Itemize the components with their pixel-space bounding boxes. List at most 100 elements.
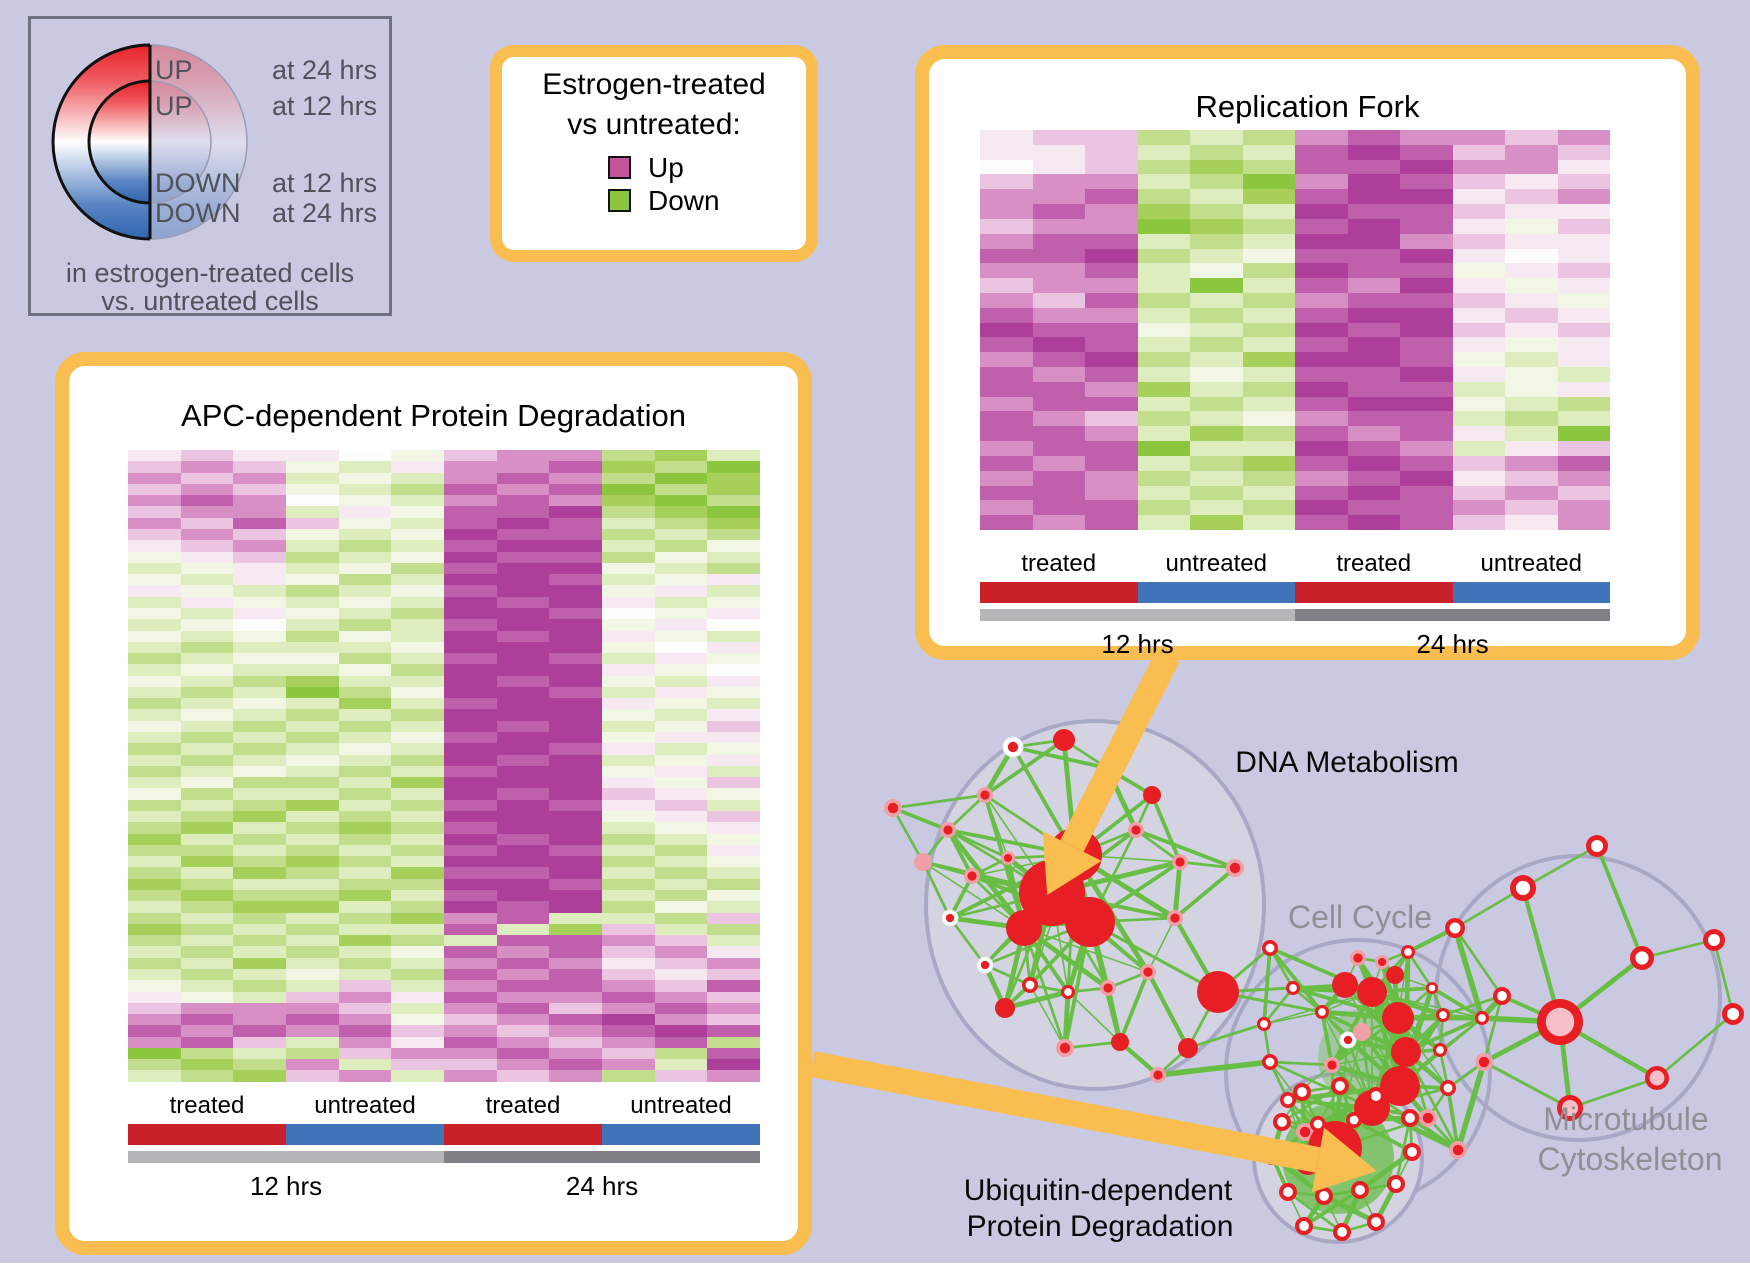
heatmap-cell (496, 517, 550, 529)
legend-up-24-dir: UP (155, 55, 193, 85)
network-node-dn (1497, 991, 1507, 1001)
heatmap-cell (654, 765, 708, 778)
heatmap-cell (391, 607, 445, 620)
heatmap-cell (1452, 381, 1505, 397)
heatmap-cell (338, 495, 392, 507)
heatmap-cell (1505, 144, 1558, 160)
network-edge (922, 861, 1025, 929)
heatmap-cell (1242, 248, 1295, 264)
heatmap-cell (1190, 248, 1243, 264)
heatmap-cell (1032, 500, 1085, 516)
heatmap-cell (1137, 470, 1190, 486)
heatmap-cell (338, 844, 392, 857)
heatmap-cell (391, 596, 445, 608)
heatmap-cell (233, 450, 287, 462)
heatmap-cell (391, 799, 445, 811)
heatmap-cell (233, 889, 287, 902)
heatmap-cell (1032, 204, 1085, 219)
heatmap-cell (980, 455, 1033, 471)
heatmap-cell (1400, 248, 1453, 264)
heatmap-cell (496, 923, 550, 936)
heatmap-cell (654, 495, 708, 507)
heatmap-cell (549, 664, 603, 676)
network-edge (1134, 828, 1237, 870)
heatmap-cell (338, 630, 392, 642)
heatmap-cell (1032, 396, 1085, 412)
network-node-dw (980, 960, 990, 970)
heatmap-cell (1085, 307, 1138, 323)
heatmap-cell (444, 1014, 497, 1026)
time-bar (444, 1151, 760, 1163)
heatmap-cell (707, 912, 761, 924)
heatmap-cell (286, 856, 339, 868)
heatmap-cell (233, 495, 287, 507)
condition-bar (1452, 582, 1610, 603)
heatmap-cell (549, 686, 603, 699)
heatmap-cell (1242, 292, 1295, 308)
network-edge (1712, 938, 1735, 1016)
heatmap-cell (602, 619, 655, 631)
heatmap-cell (602, 709, 655, 721)
heatmap-cell (707, 585, 761, 597)
heatmap-cell (980, 470, 1033, 486)
time-label: 24 hrs (1416, 629, 1489, 659)
heatmap-cell (180, 754, 234, 766)
legend-down-24-dir: DOWN (155, 198, 241, 228)
heatmap-cell (707, 641, 761, 654)
heatmap-cell (654, 675, 708, 687)
heatmap-cell (602, 923, 655, 936)
heatmap-cell (1295, 204, 1348, 219)
heatmap-cell (1295, 130, 1348, 145)
heatmap-cell (496, 528, 550, 541)
heatmap-cell (286, 664, 339, 676)
heatmap-cell (1137, 322, 1190, 338)
network-edge (1134, 828, 1182, 864)
heatmap-cell (1190, 500, 1243, 516)
heatmap-cell (1242, 500, 1295, 516)
heatmap-cell (1295, 352, 1348, 367)
heatmap-cell (338, 1036, 392, 1048)
heatmap-cell (496, 540, 550, 552)
heatmap-cell (1400, 337, 1453, 353)
heatmap-cell (1400, 470, 1453, 486)
heatmap-cell (707, 889, 761, 902)
heatmap-cell (1505, 159, 1558, 175)
heatmap-row (128, 889, 761, 902)
heatmap-cell (707, 551, 761, 563)
callout-arrow-shaft (809, 1051, 1321, 1173)
heatmap-cell (1242, 337, 1295, 353)
network-edge (1062, 989, 1071, 1051)
heatmap-cell (980, 189, 1033, 205)
heatmap-row (128, 822, 761, 834)
heatmap-cell (233, 833, 287, 845)
heatmap-cell (286, 743, 339, 755)
heatmap-cell (1032, 337, 1085, 353)
heatmap-cell (1505, 292, 1558, 308)
heatmap-cell (980, 248, 1033, 264)
heatmap-cell (1557, 411, 1610, 427)
heatmap-cell (391, 743, 445, 755)
heatmap-row (980, 159, 1610, 175)
heatmap-cell (1347, 248, 1400, 264)
heatmap-cell (549, 991, 603, 1003)
heatmap-cell (1557, 500, 1610, 516)
heatmap-cell (128, 630, 181, 642)
heatmap-cell (549, 889, 603, 902)
heatmap-cell (1557, 367, 1610, 382)
network-edge (1172, 859, 1183, 921)
heatmap-cell (338, 743, 392, 755)
network-node-dn (1407, 1147, 1417, 1157)
heatmap-cell (602, 517, 655, 529)
heatmap-cell (1085, 263, 1138, 279)
heatmap-cell (1295, 159, 1348, 175)
heatmap-cell (496, 968, 550, 981)
heatmap-cell (286, 833, 339, 845)
heatmap-cell (128, 889, 181, 902)
heatmap-row (128, 1070, 761, 1082)
heatmap-cell (286, 450, 339, 462)
heatmap-cell (444, 596, 497, 608)
down-label: Down (648, 185, 720, 216)
network-node-so (1111, 1033, 1129, 1051)
heatmap-cell (1032, 248, 1085, 264)
heatmap-cell (1137, 130, 1190, 145)
